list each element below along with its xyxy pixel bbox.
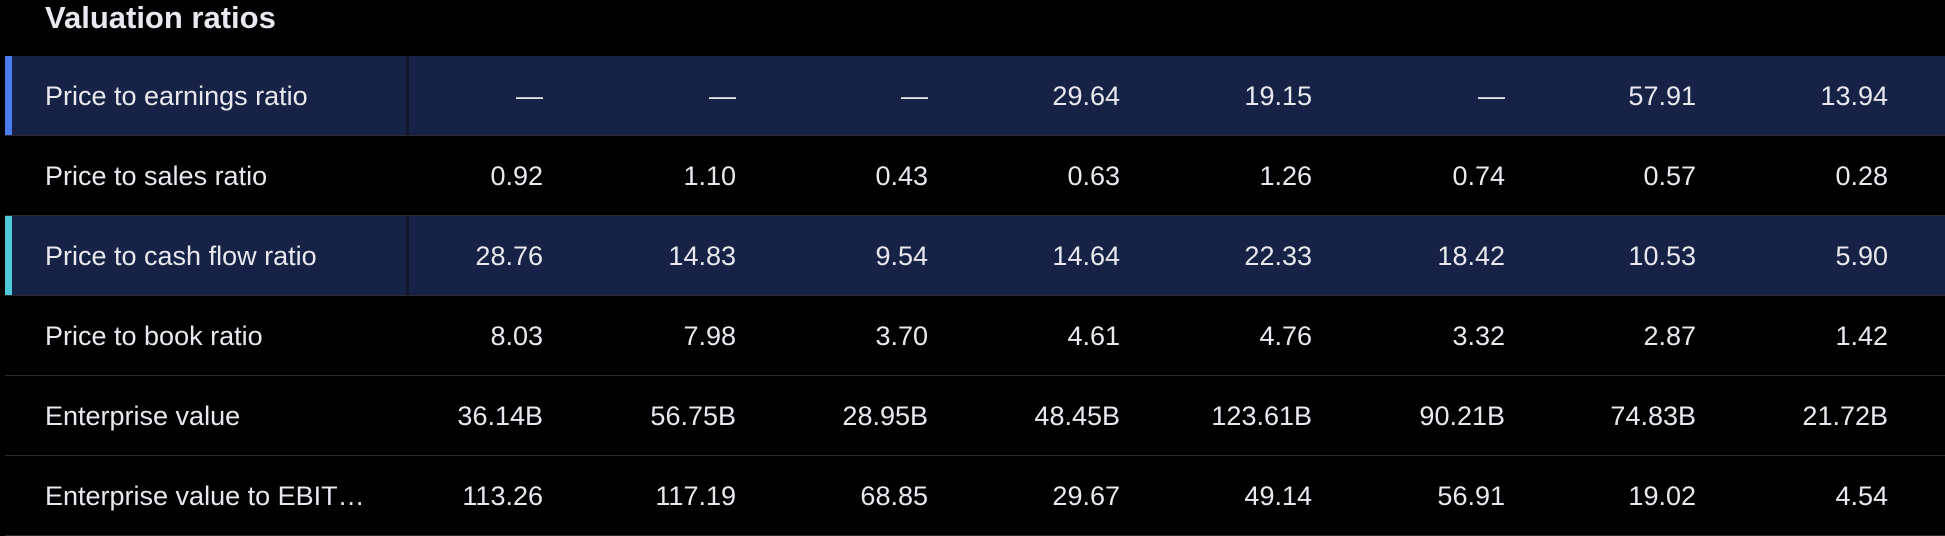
- cell-value: 0.74: [1452, 161, 1505, 191]
- cell-value: 28.76: [475, 241, 543, 271]
- table-row[interactable]: Price to book ratio 8.03 7.98 3.70 4.61 4.76 3…: [5, 296, 1945, 376]
- cell-value: 19.02: [1628, 481, 1696, 511]
- cell-value: 0.57: [1643, 161, 1696, 191]
- table-row[interactable]: Price to earnings ratio — — — 29.64 19.15 — 57.…: [5, 56, 1945, 136]
- cell-value: 19.15: [1244, 81, 1312, 111]
- cell-value: 36.14B: [457, 401, 543, 431]
- row-label: Price to book ratio: [45, 321, 263, 351]
- cell-value: 113.26: [462, 481, 543, 511]
- cell-value: 57.91: [1628, 81, 1696, 111]
- table-row[interactable]: Enterprise value to EBIT… 113.26 117.19 68.…: [5, 456, 1945, 536]
- row-accent: [5, 216, 12, 295]
- cell-value: 49.14: [1244, 481, 1312, 511]
- cell-value: 0.92: [490, 161, 543, 191]
- cell-value: 90.21B: [1419, 401, 1505, 431]
- cell-value: 3.32: [1452, 321, 1505, 351]
- row-label: Price to sales ratio: [45, 161, 268, 191]
- column-divider: [406, 56, 409, 135]
- cell-value: 29.67: [1052, 481, 1120, 511]
- cell-value: —: [1478, 81, 1505, 111]
- cell-value: 0.63: [1067, 161, 1120, 191]
- cell-value: 56.91: [1437, 481, 1505, 511]
- table-row[interactable]: Enterprise value 36.14B 56.75B 28.95B 48.45B…: [5, 376, 1945, 456]
- cell-value: 74.83B: [1610, 401, 1696, 431]
- cell-value: —: [516, 81, 543, 111]
- cell-value: 68.85: [860, 481, 928, 511]
- row-accent: [5, 56, 12, 135]
- page: Valuation ratios Price to earnings ratio…: [5, 0, 1945, 536]
- cell-value: 14.83: [668, 241, 736, 271]
- cell-value: 14.64: [1052, 241, 1120, 271]
- cell-value: 9.54: [875, 241, 928, 271]
- cell-value: 4.54: [1835, 481, 1888, 511]
- cell-value: 123.61B: [1211, 401, 1312, 431]
- column-divider: [406, 216, 409, 295]
- section-title: Valuation ratios: [45, 0, 276, 35]
- row-label: Enterprise value to EBIT…: [45, 481, 365, 511]
- cell-value: 13.94: [1820, 81, 1888, 111]
- cell-value: 0.28: [1835, 161, 1888, 191]
- ratios-table: Price to earnings ratio — — — 29.64 19.15 — 57.…: [5, 56, 1945, 536]
- cell-value: 22.33: [1244, 241, 1312, 271]
- cell-value: 21.72B: [1802, 401, 1888, 431]
- row-label: Enterprise value: [45, 401, 241, 431]
- row-label: Price to earnings ratio: [45, 81, 308, 111]
- cell-value: 48.45B: [1034, 401, 1120, 431]
- cell-value: 10.53: [1628, 241, 1696, 271]
- cell-value: 8.03: [490, 321, 543, 351]
- table-row[interactable]: Price to cash flow ratio 28.76 14.83 9.54 14…: [5, 216, 1945, 296]
- cell-value: 1.10: [683, 161, 736, 191]
- cell-value: 4.76: [1259, 321, 1312, 351]
- cell-value: 2.87: [1643, 321, 1696, 351]
- cell-value: 3.70: [875, 321, 928, 351]
- cell-value: 7.98: [683, 321, 736, 351]
- cell-value: 1.26: [1259, 161, 1312, 191]
- cell-value: —: [709, 81, 736, 111]
- cell-value: 5.90: [1835, 241, 1888, 271]
- cell-value: 29.64: [1052, 81, 1120, 111]
- cell-value: 18.42: [1437, 241, 1505, 271]
- cell-value: 4.61: [1067, 321, 1120, 351]
- table-row[interactable]: Price to sales ratio 0.92 1.10 0.43 0.63 1.26…: [5, 136, 1945, 216]
- cell-value: 117.19: [655, 481, 736, 511]
- cell-value: —: [901, 81, 928, 111]
- cell-value: 28.95B: [842, 401, 928, 431]
- cell-value: 56.75B: [650, 401, 736, 431]
- cell-value: 0.43: [875, 161, 928, 191]
- cell-value: 1.42: [1835, 321, 1888, 351]
- row-label: Price to cash flow ratio: [45, 241, 317, 271]
